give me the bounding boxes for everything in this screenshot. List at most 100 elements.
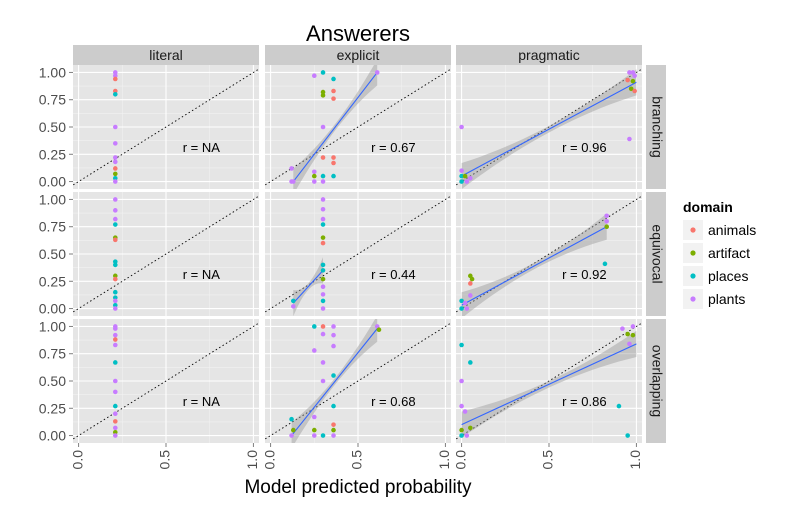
- facet-panel: r = 0.86: [456, 319, 642, 443]
- data-point: [320, 124, 326, 130]
- data-point: [291, 298, 296, 304]
- data-point: [469, 276, 475, 282]
- data-point: [112, 276, 118, 282]
- data-point: [311, 324, 317, 329]
- data-point: [468, 281, 473, 286]
- data-point: [112, 197, 118, 202]
- data-point: [331, 173, 336, 179]
- data-point: [112, 222, 118, 227]
- legend-label: artifact: [708, 245, 750, 261]
- data-point: [112, 425, 118, 431]
- data-point: [112, 289, 118, 295]
- y-tick-label: 1.00: [39, 318, 66, 334]
- data-point: [625, 331, 630, 337]
- facet-strip-label: explicit: [337, 47, 380, 63]
- facet-strip-label: branching: [649, 96, 665, 158]
- data-point: [468, 425, 473, 431]
- data-point: [459, 168, 464, 173]
- data-point: [112, 70, 118, 75]
- data-point: [320, 240, 326, 246]
- legend-swatch: [690, 296, 696, 302]
- x-tick-label: 1.0: [244, 450, 260, 470]
- legend-label: places: [708, 268, 748, 284]
- data-point: [320, 155, 326, 160]
- data-point: [468, 360, 473, 365]
- y-tick-label: 0.75: [39, 219, 66, 235]
- data-point: [459, 298, 464, 304]
- data-point: [112, 389, 118, 395]
- data-point: [331, 422, 336, 427]
- facet-strip-label: pragmatic: [518, 47, 579, 63]
- x-tick-label: 1.0: [436, 450, 452, 470]
- data-point: [320, 360, 326, 365]
- data-point: [311, 169, 317, 175]
- data-point: [604, 218, 609, 224]
- data-point: [320, 378, 326, 384]
- y-tick-label: 0.00: [39, 174, 66, 190]
- data-point: [630, 78, 636, 84]
- data-point: [320, 197, 326, 202]
- legend-title: domain: [683, 199, 733, 215]
- data-point: [289, 416, 294, 422]
- data-point: [311, 179, 317, 184]
- y-tick-label: 0.00: [39, 301, 66, 317]
- y-tick-label: 1.00: [39, 191, 66, 207]
- data-point: [630, 324, 636, 329]
- data-point: [320, 70, 326, 75]
- data-point: [632, 73, 637, 79]
- data-point: [320, 222, 326, 227]
- data-point: [320, 433, 326, 438]
- data-point: [630, 332, 636, 338]
- data-point: [112, 141, 118, 146]
- correlation-label: r = NA: [183, 394, 221, 409]
- regression-line: [292, 269, 324, 304]
- data-point: [112, 124, 118, 130]
- reference-line: [265, 322, 451, 440]
- data-point: [112, 208, 118, 213]
- x-tick-label: 0.5: [157, 450, 173, 470]
- data-point: [462, 173, 468, 179]
- data-point: [320, 306, 326, 311]
- correlation-label: r = NA: [183, 267, 221, 282]
- data-point: [112, 419, 118, 424]
- data-point: [112, 298, 118, 304]
- facet-panel: r = NA: [73, 65, 259, 189]
- data-point: [604, 213, 609, 219]
- data-point: [464, 179, 470, 184]
- data-point: [331, 433, 336, 438]
- facet-panel: r = NA: [73, 192, 259, 316]
- data-point: [112, 155, 118, 160]
- data-point: [628, 86, 634, 92]
- facet-panel: r = 0.96: [456, 65, 642, 189]
- facet-panel: r = 0.92: [456, 192, 642, 316]
- data-point: [289, 433, 294, 438]
- facet-strip: [73, 45, 259, 65]
- reference-line: [73, 195, 259, 313]
- data-point: [320, 284, 326, 290]
- data-point: [331, 343, 336, 349]
- data-point: [464, 433, 470, 438]
- data-point: [320, 324, 326, 329]
- data-point: [459, 173, 464, 179]
- data-point: [112, 433, 118, 438]
- facet-strip: [265, 45, 451, 65]
- reference-line: [265, 195, 451, 313]
- x-tick-label: 0.0: [452, 450, 468, 470]
- data-point: [112, 326, 118, 331]
- reference-line: [73, 322, 259, 440]
- data-point: [459, 306, 464, 311]
- correlation-label: r = 0.86: [562, 394, 606, 409]
- regression-line: [461, 226, 607, 306]
- data-point: [627, 341, 632, 347]
- data-point: [311, 348, 317, 353]
- correlation-label: r = NA: [183, 140, 221, 155]
- data-point: [291, 427, 296, 433]
- y-tick-label: 0.75: [39, 92, 66, 108]
- correlation-label: r = 0.68: [371, 394, 415, 409]
- correlation-label: r = 0.67: [371, 140, 415, 155]
- data-point: [112, 159, 118, 165]
- data-point: [331, 155, 336, 160]
- data-point: [604, 224, 609, 230]
- data-point: [112, 259, 118, 264]
- reference-line: [265, 68, 451, 186]
